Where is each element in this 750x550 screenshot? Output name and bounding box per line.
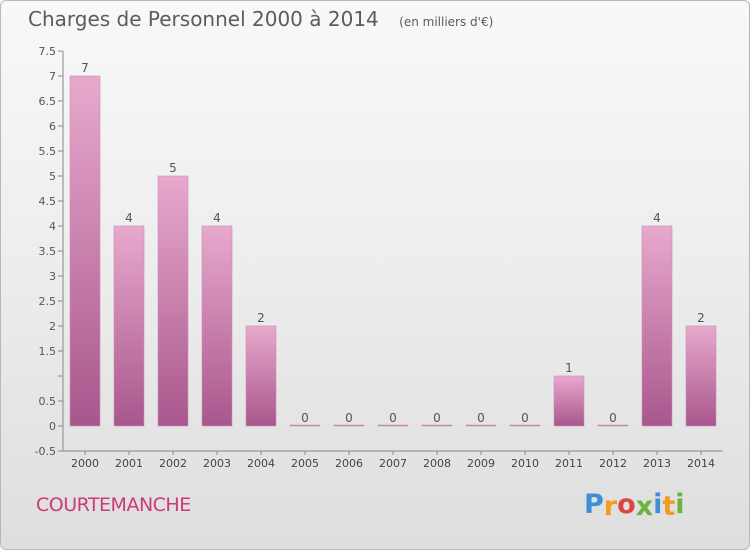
data-label: 5 <box>169 161 177 175</box>
x-tick-label: 2012 <box>599 457 627 470</box>
logo-letter: t <box>662 491 676 522</box>
y-tick-label: 5 <box>49 170 56 183</box>
bar <box>553 375 585 427</box>
y-tick-label: 5.5 <box>39 145 57 158</box>
y-tick-label: 7.5 <box>39 45 57 58</box>
y-tick-label: 2.5 <box>39 295 57 308</box>
data-label: 4 <box>653 211 661 225</box>
y-tick-label: 7 <box>49 70 56 83</box>
bar <box>377 424 409 427</box>
bar <box>245 325 277 427</box>
proxiti-logo: Proxiti <box>584 489 685 522</box>
data-label: 2 <box>697 311 705 325</box>
data-label: 0 <box>433 411 441 425</box>
bar <box>465 424 497 427</box>
chart-title: Charges de Personnel 2000 à 2014 (en mil… <box>28 7 493 31</box>
x-tick-label: 2009 <box>467 457 495 470</box>
x-tick-label: 2008 <box>423 457 451 470</box>
bar <box>685 325 717 427</box>
data-label: 2 <box>257 311 265 325</box>
unit-note: (en milliers d'€) <box>399 15 494 29</box>
data-label: 7 <box>81 61 89 75</box>
data-label: 0 <box>389 411 397 425</box>
x-tick-label: 2001 <box>115 457 143 470</box>
bar <box>333 424 365 427</box>
y-tick-label: 0 <box>49 420 56 433</box>
logo-letter: P <box>584 489 604 520</box>
x-tick-label: 2013 <box>643 457 671 470</box>
data-label: 4 <box>213 211 221 225</box>
x-tick-label: 2011 <box>555 457 583 470</box>
bar <box>421 424 453 427</box>
y-tick-label: 4 <box>49 220 56 233</box>
x-tick-label: 2010 <box>511 457 539 470</box>
bar <box>509 424 541 427</box>
y-tick-label: 1.5 <box>39 345 57 358</box>
chart-title-text: Charges de Personnel 2000 à 2014 <box>28 7 379 31</box>
bar <box>69 75 101 427</box>
y-tick-label: 6.5 <box>39 95 57 108</box>
y-tick-label: -0.5 <box>35 445 56 458</box>
x-tick-label: 2007 <box>379 457 407 470</box>
data-label: 0 <box>521 411 529 425</box>
data-label: 0 <box>477 411 485 425</box>
bar <box>289 424 321 427</box>
commune-name: COURTEMANCHE <box>36 494 191 516</box>
y-tick-label: 2 <box>49 320 56 333</box>
x-tick-label: 2005 <box>291 457 319 470</box>
x-tick-label: 2014 <box>687 457 715 470</box>
x-tick-label: 2000 <box>71 457 99 470</box>
y-tick-label: 6 <box>49 120 56 133</box>
bar <box>157 175 189 427</box>
bar <box>597 424 629 427</box>
data-label: 0 <box>609 411 617 425</box>
data-label: 1 <box>565 361 573 375</box>
x-tick-label: 2004 <box>247 457 275 470</box>
logo-letter: r <box>603 491 618 522</box>
bar <box>113 225 145 427</box>
bar <box>201 225 233 427</box>
x-tick-label: 2003 <box>203 457 231 470</box>
logo-letter: o <box>617 489 636 520</box>
x-tick-label: 2002 <box>159 457 187 470</box>
bar <box>641 225 673 427</box>
logo-letter: i <box>653 489 663 520</box>
data-label: 0 <box>301 411 309 425</box>
y-tick-label: 4.5 <box>39 195 57 208</box>
x-tick-label: 2006 <box>335 457 363 470</box>
y-tick-label: 3 <box>49 270 56 283</box>
logo-letter: i <box>675 489 685 520</box>
y-tick-label: 3.5 <box>39 245 57 258</box>
data-label: 0 <box>345 411 353 425</box>
data-label: 4 <box>125 211 133 225</box>
y-tick-label: 0.5 <box>39 395 57 408</box>
logo-letter: x <box>635 491 654 522</box>
